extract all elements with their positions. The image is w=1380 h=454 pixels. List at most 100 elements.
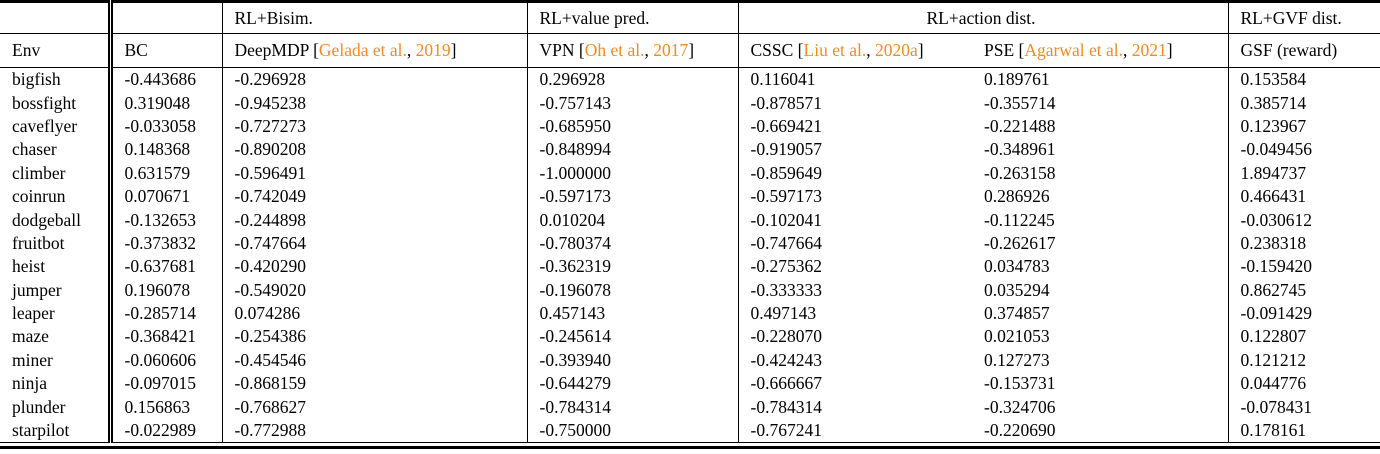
value-cell: -0.868159 — [221, 372, 527, 396]
value-cell: -0.878571 — [737, 91, 972, 115]
value-cell: 0.189761 — [984, 69, 1050, 90]
column-header-env: Env — [0, 33, 110, 68]
value-cell: -0.750000 — [526, 418, 738, 444]
env-cell: maze — [12, 326, 49, 347]
group-header: RL+action dist. — [737, 1, 1228, 34]
column-header-gsf: GSF (reward) — [1227, 33, 1380, 68]
column-header-bc: BC — [107, 33, 222, 68]
value-cell: -1.000000 — [526, 161, 738, 185]
value-cell: -0.420290 — [221, 255, 527, 279]
value-cell: -0.049456 — [1227, 138, 1380, 162]
env-cell: bossfight — [12, 92, 77, 113]
value-cell: -0.221488 — [984, 115, 1056, 136]
table-row: ninja -0.097015 -0.868159 -0.644279 -0.66666… — [0, 372, 1380, 396]
value-cell: -0.254386 — [221, 325, 527, 349]
env-cell: jumper — [12, 279, 62, 300]
table-row: leaper -0.285714 0.074286 0.457143 0.497143 0… — [0, 301, 1380, 326]
value-cell: -0.945238 — [221, 91, 527, 115]
value-cell: 0.070671 — [107, 184, 222, 209]
value-cell: -0.597173 — [737, 184, 972, 209]
value-cell: 0.121212 — [1227, 348, 1380, 373]
citation-link[interactable]: 2019 — [415, 40, 451, 60]
value-cell: -0.060606 — [107, 348, 222, 373]
value-cell: -0.772988 — [221, 418, 527, 444]
env-cell: chaser — [12, 139, 57, 160]
value-cell: -0.097015 — [107, 372, 222, 396]
column-header-label: ] — [917, 40, 924, 60]
value-cell: -0.596491 — [221, 161, 527, 185]
env-cell: leaper — [12, 303, 55, 324]
value-cell: -0.033058 — [107, 114, 222, 139]
value-cell: 0.021053 — [984, 326, 1050, 347]
value-cell: -0.324706 — [984, 396, 1056, 417]
value-cell: -0.296928 — [221, 67, 527, 92]
value-cell: 0.074286 — [221, 301, 527, 326]
citation-link[interactable]: Liu et al. — [803, 40, 867, 60]
value-cell: -0.742049 — [221, 184, 527, 209]
table-row: chaser 0.148368 -0.890208 -0.848994 -0.91905… — [0, 138, 1380, 162]
table-row: plunder 0.156863 -0.768627 -0.784314 -0.7843… — [0, 395, 1380, 419]
citation-link[interactable]: 2017 — [653, 40, 689, 60]
table-row: fruitbot -0.373832 -0.747664 -0.780374 -0.74… — [0, 231, 1380, 256]
value-cell: -0.549020 — [221, 278, 527, 302]
value-cell: 0.127273 — [984, 349, 1050, 370]
value-cell: -0.132653 — [107, 208, 222, 232]
env-cell: plunder — [12, 396, 66, 417]
column-header-label: , — [406, 40, 416, 60]
value-cell: -0.784314 — [526, 395, 738, 419]
value-cell: -0.275362 — [737, 255, 972, 279]
citation-link[interactable]: 2020a — [874, 40, 918, 60]
table-row: maze -0.368421 -0.254386 -0.245614 -0.228070… — [0, 325, 1380, 349]
value-cell: -0.784314 — [737, 395, 972, 419]
env-cell: starpilot — [0, 418, 110, 444]
value-cell: 0.286926 — [984, 186, 1050, 207]
table-row: starpilot -0.022989 -0.772988 -0.750000 -0.7… — [0, 418, 1380, 444]
value-cell: 0.122807 — [1227, 325, 1380, 349]
value-cell: 0.238318 — [1227, 231, 1380, 256]
table-body: bigfish -0.443686 -0.296928 0.296928 0.11604… — [0, 67, 1380, 444]
value-cell: 0.123967 — [1227, 114, 1380, 139]
value-cell: -0.333333 — [737, 278, 972, 302]
value-cell: -0.112245 — [984, 209, 1055, 230]
column-header-label: GSF (reward) — [1240, 40, 1338, 60]
column-header-deepmdp: DeepMDP [Gelada et al., 2019] — [221, 33, 527, 68]
value-cell: -0.102041 — [737, 208, 972, 232]
value-cell: 0.497143 — [737, 301, 972, 326]
value-cell: 0.010204 — [526, 208, 738, 232]
citation-link[interactable]: 2021 — [1131, 40, 1167, 60]
value-cell: -0.767241 — [737, 418, 972, 444]
citation-link[interactable]: Agarwal et al. — [1024, 40, 1123, 60]
value-cell: -0.078431 — [1227, 395, 1380, 419]
column-header-label: ] — [1166, 40, 1173, 60]
column-header-row: Env BC DeepMDP [Gelada et al., 2019] VPN [O… — [0, 33, 1380, 68]
table-row: bigfish -0.443686 -0.296928 0.296928 0.11604… — [0, 67, 1380, 92]
value-cell: -0.159420 — [1227, 255, 1380, 279]
citation-link[interactable]: Gelada et al. — [318, 40, 407, 60]
value-cell: -0.669421 — [737, 114, 972, 139]
value-cell: -0.859649 — [737, 161, 972, 185]
value-cell: -0.245614 — [526, 325, 738, 349]
column-header-label: VPN [ — [539, 40, 585, 60]
value-cell: -0.153731 — [984, 373, 1056, 394]
group-header-row: RL+Bisim. RL+value pred. RL+action dist. RL… — [0, 1, 1380, 34]
table-row: dodgeball -0.132653 -0.244898 0.010204 -0.10… — [0, 208, 1380, 232]
value-cell: 0.385714 — [1227, 91, 1380, 115]
column-header-label: Env — [12, 40, 41, 60]
value-cell: -0.644279 — [526, 372, 738, 396]
citation-link[interactable]: Oh et al. — [584, 40, 645, 60]
value-cell: 0.116041 — [737, 67, 972, 92]
column-header-label: PSE [ — [984, 40, 1025, 60]
table-row: coinrun 0.070671 -0.742049 -0.597173 -0.5971… — [0, 184, 1380, 209]
value-cell: -0.727273 — [221, 114, 527, 139]
env-cell: caveflyer — [12, 115, 78, 136]
results-table: RL+Bisim. RL+value pred. RL+action dist. RL… — [0, 0, 1380, 444]
value-cell: -0.228070 — [737, 325, 972, 349]
value-cell: 1.894737 — [1227, 161, 1380, 185]
value-cell: 0.296928 — [526, 67, 738, 92]
value-cell: -0.424243 — [737, 348, 972, 373]
value-cell: -0.768627 — [221, 395, 527, 419]
group-header — [0, 1, 110, 34]
value-cell: -0.848994 — [526, 138, 738, 162]
value-cell: -0.262617 — [984, 232, 1056, 253]
